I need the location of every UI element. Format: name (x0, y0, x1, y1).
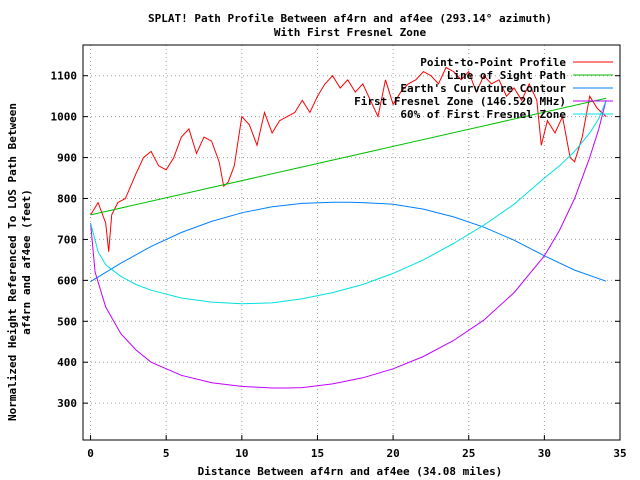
series-line-point-to-point-profile (90, 66, 607, 252)
legend-label-line-of-sight-path: Line of Sight Path (447, 69, 566, 82)
y-tick-label: 300 (57, 397, 77, 410)
x-axis-label: Distance Between af4rn and af4ee (34.08 … (198, 465, 503, 478)
legend-label-first-fresnel-zone-146-520-mhz: First Fresnel Zone (146.520 MHz) (354, 95, 566, 108)
x-tick-label: 10 (235, 447, 248, 460)
x-tick-label: 0 (87, 447, 94, 460)
y-tick-label: 1000 (51, 111, 78, 124)
x-tick-label: 5 (163, 447, 170, 460)
series-lines (90, 66, 607, 389)
legend-label-60-of-first-fresnel-zone: 60% of First Fresnel Zone (400, 108, 566, 121)
legend-label-point-to-point-profile: Point-to-Point Profile (420, 56, 566, 69)
x-tick-label: 20 (386, 447, 399, 460)
series-line-line-of-sight-path (90, 97, 607, 216)
x-tick-label: 30 (538, 447, 551, 460)
y-tick-label: 600 (57, 274, 77, 287)
series-line-60-of-first-fresnel-zone (90, 100, 607, 305)
y-tick-label: 900 (57, 152, 77, 165)
y-tick-label: 400 (57, 356, 77, 369)
y-axis-label-line-1: Normalized Height Referenced To LOS Path… (6, 103, 19, 421)
grid-lines (83, 45, 621, 440)
y-tick-label: 700 (57, 233, 77, 246)
x-tick-label: 35 (613, 447, 626, 460)
y-tick-label: 1100 (51, 70, 78, 83)
y-tick-label: 800 (57, 192, 77, 205)
chart-subtitle: With First Fresnel Zone (274, 26, 427, 39)
x-tick-label: 25 (462, 447, 475, 460)
series-line-earth-s-curvature-contour (90, 201, 607, 283)
y-axis-label-line-2: af4rn and af4ee (feet) (20, 189, 33, 335)
axis-ticks: 0 5 10 15 20 25 30 35 300 400 500 600 700 800 900 1000 1… (51, 70, 627, 460)
plot-frame (82, 44, 621, 441)
chart-title: SPLAT! Path Profile Between af4rn and af… (148, 12, 552, 25)
x-tick-label: 15 (311, 447, 324, 460)
legend-label-earth-s-curvature-contour: Earth's Curvature Contour (400, 82, 566, 95)
y-axis-label: Normalized Height Referenced To LOS Path… (6, 103, 33, 421)
y-tick-label: 500 (57, 315, 77, 328)
series-line-first-fresnel-zone-146-520-mhz (90, 100, 607, 389)
